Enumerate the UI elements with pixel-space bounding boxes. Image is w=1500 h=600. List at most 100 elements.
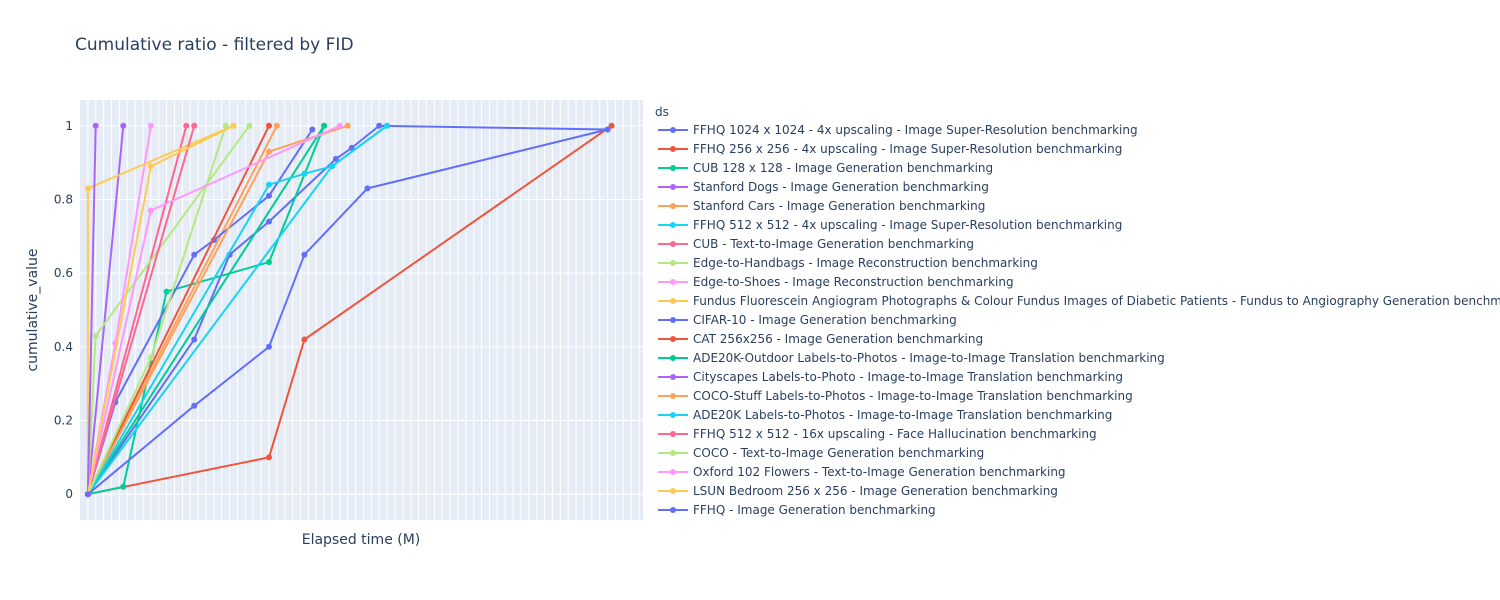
data-point[interactable] [348, 144, 355, 151]
series-line[interactable] [86, 125, 196, 495]
x-axis-title: Elapsed time (M) [302, 532, 421, 548]
data-point[interactable] [332, 155, 339, 162]
data-point[interactable] [266, 259, 272, 266]
series-line[interactable] [87, 125, 270, 495]
data-point[interactable] [321, 122, 328, 129]
legend-item[interactable]: LSUN Bedroom 256 x 256 - Image Generatio… [658, 484, 1058, 498]
legend-label: Stanford Dogs - Image Generation benchma… [693, 180, 989, 194]
data-point[interactable] [604, 126, 611, 133]
y-axis-title: cumulative_value [25, 248, 41, 371]
legend-item[interactable]: ADE20K-Outdoor Labels-to-Photos - Image-… [658, 351, 1165, 365]
legend-label: COCO - Text-to-Image Generation benchmar… [693, 446, 984, 460]
legend-label: LSUN Bedroom 256 x 256 - Image Generatio… [693, 484, 1058, 498]
data-point[interactable] [266, 454, 272, 461]
data-point[interactable] [92, 332, 99, 339]
legend-item[interactable]: FFHQ 512 x 512 - 4x upscaling - Image Su… [658, 218, 1122, 232]
legend-item[interactable]: Edge-to-Handbags - Image Reconstruction … [658, 256, 1038, 270]
legend-swatch-marker [670, 374, 676, 380]
data-point[interactable] [336, 122, 343, 129]
data-point[interactable] [222, 122, 229, 129]
legend[interactable]: ds FFHQ 1024 x 1024 - 4x upscaling - Ima… [655, 105, 1500, 517]
series-line[interactable] [87, 124, 608, 495]
data-point[interactable] [163, 288, 170, 295]
legend-item[interactable]: FFHQ 1024 x 1024 - 4x upscaling - Image … [658, 123, 1138, 137]
data-point[interactable] [191, 251, 198, 258]
legend-item[interactable]: FFHQ 256 x 256 - 4x upscaling - Image Su… [658, 142, 1122, 156]
data-point[interactable] [183, 122, 190, 129]
legend-item[interactable]: Oxford 102 Flowers - Text-to-Image Gener… [658, 465, 1066, 479]
data-point[interactable] [120, 122, 127, 129]
data-point[interactable] [191, 402, 198, 409]
legend-item[interactable]: CUB - Text-to-Image Generation benchmark… [658, 237, 974, 251]
data-point[interactable] [344, 122, 351, 129]
chart-title: Cumulative ratio - filtered by FID [75, 35, 354, 55]
legend-label: Fundus Fluorescein Angiogram Photographs… [693, 294, 1500, 308]
data-point[interactable] [364, 185, 371, 192]
data-point[interactable] [309, 126, 316, 133]
data-point[interactable] [191, 336, 198, 343]
series-line[interactable] [87, 128, 608, 495]
data-point[interactable] [147, 354, 154, 361]
legend-item[interactable]: ADE20K Labels-to-Photos - Image-to-Image… [658, 408, 1112, 422]
legend-item[interactable]: Cityscapes Labels-to-Photo - Image-to-Im… [658, 370, 1123, 384]
data-point[interactable] [384, 122, 391, 129]
legend-swatch-marker [670, 412, 676, 418]
series-line[interactable] [86, 125, 125, 495]
y-tick-label: 1 [65, 119, 73, 133]
legend-item[interactable]: CIFAR-10 - Image Generation benchmarking [658, 313, 957, 327]
data-point[interactable] [266, 122, 272, 129]
data-point[interactable] [120, 483, 127, 490]
legend-items[interactable]: FFHQ 1024 x 1024 - 4x upscaling - Image … [658, 123, 1500, 517]
legend-swatch-marker [670, 431, 676, 437]
data-point[interactable] [266, 192, 272, 199]
y-axis-ticks: 0 0.2 0.4 0.6 0.8 1 [54, 119, 73, 501]
data-point[interactable] [301, 170, 308, 177]
data-point[interactable] [147, 122, 154, 129]
series-lines [84, 122, 615, 498]
data-point[interactable] [84, 185, 91, 192]
data-point[interactable] [147, 207, 154, 214]
series-line[interactable] [86, 125, 97, 495]
legend-swatch-marker [670, 279, 676, 285]
data-point[interactable] [191, 122, 198, 129]
series-17[interactable] [84, 122, 229, 498]
data-point[interactable] [301, 336, 308, 343]
legend-item[interactable]: CAT 256x256 - Image Generation benchmark… [658, 332, 983, 346]
legend-swatch-marker [670, 507, 676, 513]
data-point[interactable] [301, 251, 308, 258]
data-point[interactable] [266, 148, 272, 155]
legend-item[interactable]: CUB 128 x 128 - Image Generation benchma… [658, 161, 993, 175]
series-line[interactable] [87, 125, 325, 495]
legend-item[interactable]: Stanford Dogs - Image Generation benchma… [658, 180, 989, 194]
data-point[interactable] [246, 122, 253, 129]
series-line[interactable] [86, 125, 188, 495]
legend-label: COCO-Stuff Labels-to-Photos - Image-to-I… [693, 389, 1133, 403]
data-point[interactable] [266, 343, 272, 350]
data-point[interactable] [266, 181, 272, 188]
data-point[interactable] [84, 491, 91, 498]
data-point[interactable] [92, 122, 99, 129]
data-point[interactable] [376, 122, 383, 129]
legend-item[interactable]: Edge-to-Shoes - Image Reconstruction ben… [658, 275, 1014, 289]
legend-label: FFHQ - Image Generation benchmarking [693, 503, 936, 517]
legend-item[interactable]: Stanford Cars - Image Generation benchma… [658, 199, 985, 213]
legend-swatch-marker [670, 203, 676, 209]
legend-swatch-marker [670, 469, 676, 475]
legend-label: Edge-to-Shoes - Image Reconstruction ben… [693, 275, 1014, 289]
legend-item[interactable]: COCO-Stuff Labels-to-Photos - Image-to-I… [658, 389, 1133, 403]
legend-item[interactable]: Fundus Fluorescein Angiogram Photographs… [658, 294, 1500, 308]
data-point[interactable] [329, 163, 335, 170]
series-20[interactable] [84, 126, 611, 498]
legend-item[interactable]: FFHQ 512 x 512 - 16x upscaling - Face Ha… [658, 427, 1097, 441]
legend-label: CUB - Text-to-Image Generation benchmark… [693, 237, 974, 251]
legend-item[interactable]: FFHQ - Image Generation benchmarking [658, 503, 936, 517]
legend-item[interactable]: COCO - Text-to-Image Generation benchmar… [658, 446, 984, 460]
data-point[interactable] [266, 218, 272, 225]
data-point[interactable] [273, 122, 280, 129]
series-line[interactable] [87, 124, 613, 496]
legend-swatch-marker [670, 241, 676, 247]
legend-swatch-marker [670, 184, 676, 190]
data-point[interactable] [147, 163, 154, 170]
data-point[interactable] [608, 122, 615, 129]
data-point[interactable] [230, 122, 237, 129]
